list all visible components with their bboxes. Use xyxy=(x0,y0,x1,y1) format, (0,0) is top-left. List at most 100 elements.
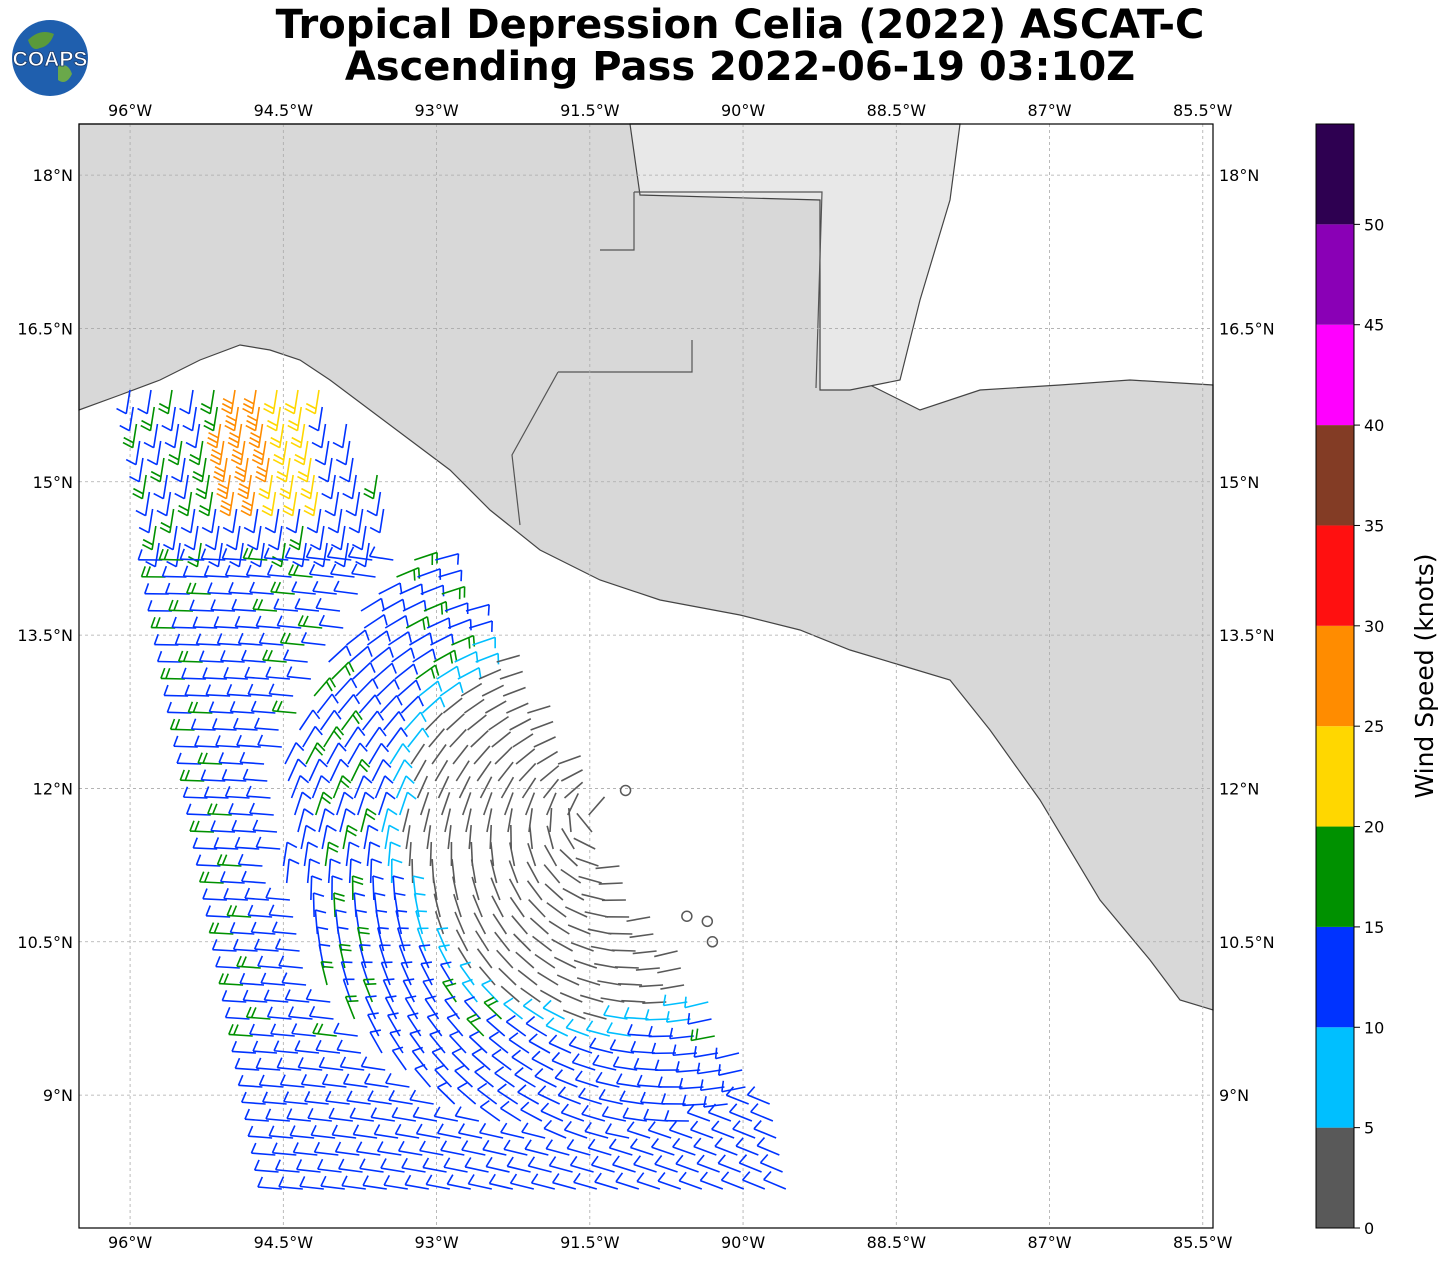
wind-barb-shaft xyxy=(546,825,554,850)
wind-barb-shaft xyxy=(463,1000,482,1020)
wind-barb-flag xyxy=(248,441,260,449)
wind-barb-shaft xyxy=(206,914,231,918)
wind-barb-shaft xyxy=(379,508,385,533)
wind-barb-flag xyxy=(711,1120,720,1130)
wind-barb xyxy=(556,974,580,986)
wind-barb-shaft xyxy=(348,555,373,561)
wind-barb-flag xyxy=(309,543,321,551)
wind-barb-flag xyxy=(182,565,189,577)
wind-barb-shaft xyxy=(436,665,458,680)
wind-barb-flag xyxy=(662,994,667,1006)
wind-barb xyxy=(348,508,364,534)
wind-barb xyxy=(140,406,156,432)
wind-barb-flag xyxy=(506,1156,514,1167)
colorbar-segment xyxy=(1316,625,1354,727)
wind-barb xyxy=(368,546,394,561)
wind-barb xyxy=(239,751,265,765)
wind-barb-shaft xyxy=(330,474,336,499)
wind-barb-shaft xyxy=(285,556,310,561)
wind-barb xyxy=(116,389,131,415)
wind-barb xyxy=(583,1011,607,1020)
lon-tick-label-top: 94.5°W xyxy=(254,101,314,120)
wind-barb-shaft xyxy=(316,607,341,612)
wind-barb xyxy=(213,616,239,629)
wind-barb xyxy=(292,1142,318,1156)
wind-barb-flag xyxy=(242,402,254,410)
wind-barb-flag xyxy=(244,887,251,899)
wind-barb-shaft xyxy=(610,1048,635,1054)
wind-barb xyxy=(394,1123,420,1139)
wind-barb-flag xyxy=(249,802,255,814)
wind-barb-flag xyxy=(355,710,363,721)
wind-barb xyxy=(314,791,333,816)
wind-barb-shaft xyxy=(188,711,213,714)
wind-barb-shaft xyxy=(312,590,337,595)
wind-barb-shaft xyxy=(426,825,432,850)
wind-barb-flag xyxy=(388,646,394,658)
wind-barb xyxy=(318,614,344,629)
wind-barb-flag xyxy=(375,909,388,913)
wind-barb xyxy=(484,700,507,714)
wind-barb-shaft xyxy=(264,557,289,561)
wind-barb xyxy=(352,662,376,680)
map-border xyxy=(78,123,1214,1229)
wind-barb xyxy=(119,406,135,432)
wind-barb-flag xyxy=(592,1054,600,1065)
wind-barb xyxy=(232,938,258,952)
wind-barb xyxy=(575,857,599,867)
wind-barb-shaft xyxy=(207,591,232,595)
wind-barb-shaft xyxy=(511,915,528,935)
wind-barb-shaft xyxy=(540,1110,564,1122)
wind-barb-flag xyxy=(340,779,350,789)
wind-barb-shaft xyxy=(694,1052,719,1058)
wind-barb-flag xyxy=(355,560,366,568)
wind-barb-shaft xyxy=(481,984,499,1003)
wind-barb-flag xyxy=(252,1040,259,1052)
wind-barb xyxy=(241,649,266,663)
wind-barb xyxy=(225,525,241,551)
wind-barb-flag xyxy=(308,1005,316,1017)
wind-barb-shaft xyxy=(509,718,532,731)
wind-barb-flag xyxy=(651,1042,657,1054)
wind-barb xyxy=(472,894,483,918)
wind-barb xyxy=(187,701,213,714)
wind-barb xyxy=(378,944,391,969)
wind-barb xyxy=(567,924,591,935)
wind-barb-flag xyxy=(315,1039,322,1051)
wind-barb-shaft xyxy=(413,1115,438,1122)
wind-barb-shaft xyxy=(302,726,316,748)
wind-barb xyxy=(703,1096,728,1108)
wind-barb-shaft xyxy=(181,677,206,680)
colorbar-border xyxy=(1315,123,1355,1229)
wind-barb xyxy=(192,616,218,629)
wind-barb-shaft xyxy=(525,792,536,816)
wind-barb-shaft xyxy=(319,624,344,629)
wind-barb-flag xyxy=(229,560,240,568)
wind-barb-flag xyxy=(415,679,422,691)
wind-barb xyxy=(560,868,582,884)
wind-barb xyxy=(279,632,305,646)
wind-barb-flag xyxy=(304,504,315,512)
wind-barb-flag xyxy=(238,487,249,495)
wind-barb xyxy=(612,1155,636,1173)
wind-barb-shaft xyxy=(354,491,361,516)
wind-barb xyxy=(629,1138,654,1156)
wind-barb-shaft xyxy=(256,625,281,629)
wind-barb-shaft xyxy=(422,980,436,1003)
wind-barb xyxy=(320,1175,345,1190)
wind-barb xyxy=(331,1124,357,1139)
wind-barb-flag xyxy=(267,419,278,427)
wind-barb-flag xyxy=(274,938,281,950)
wind-barb-shaft xyxy=(204,796,229,799)
wind-barb xyxy=(571,1053,596,1071)
wind-barb xyxy=(458,776,471,799)
wind-barb-flag xyxy=(414,892,426,896)
wind-barb-flag xyxy=(174,633,181,645)
wind-barb xyxy=(546,825,554,850)
wind-barb xyxy=(499,670,523,680)
wind-barb-shaft xyxy=(570,1164,594,1173)
logo-text: COAPS xyxy=(13,48,88,71)
wind-barb-shaft xyxy=(169,508,175,533)
wind-barb xyxy=(627,1023,652,1037)
wind-barb-shaft xyxy=(534,1075,557,1088)
